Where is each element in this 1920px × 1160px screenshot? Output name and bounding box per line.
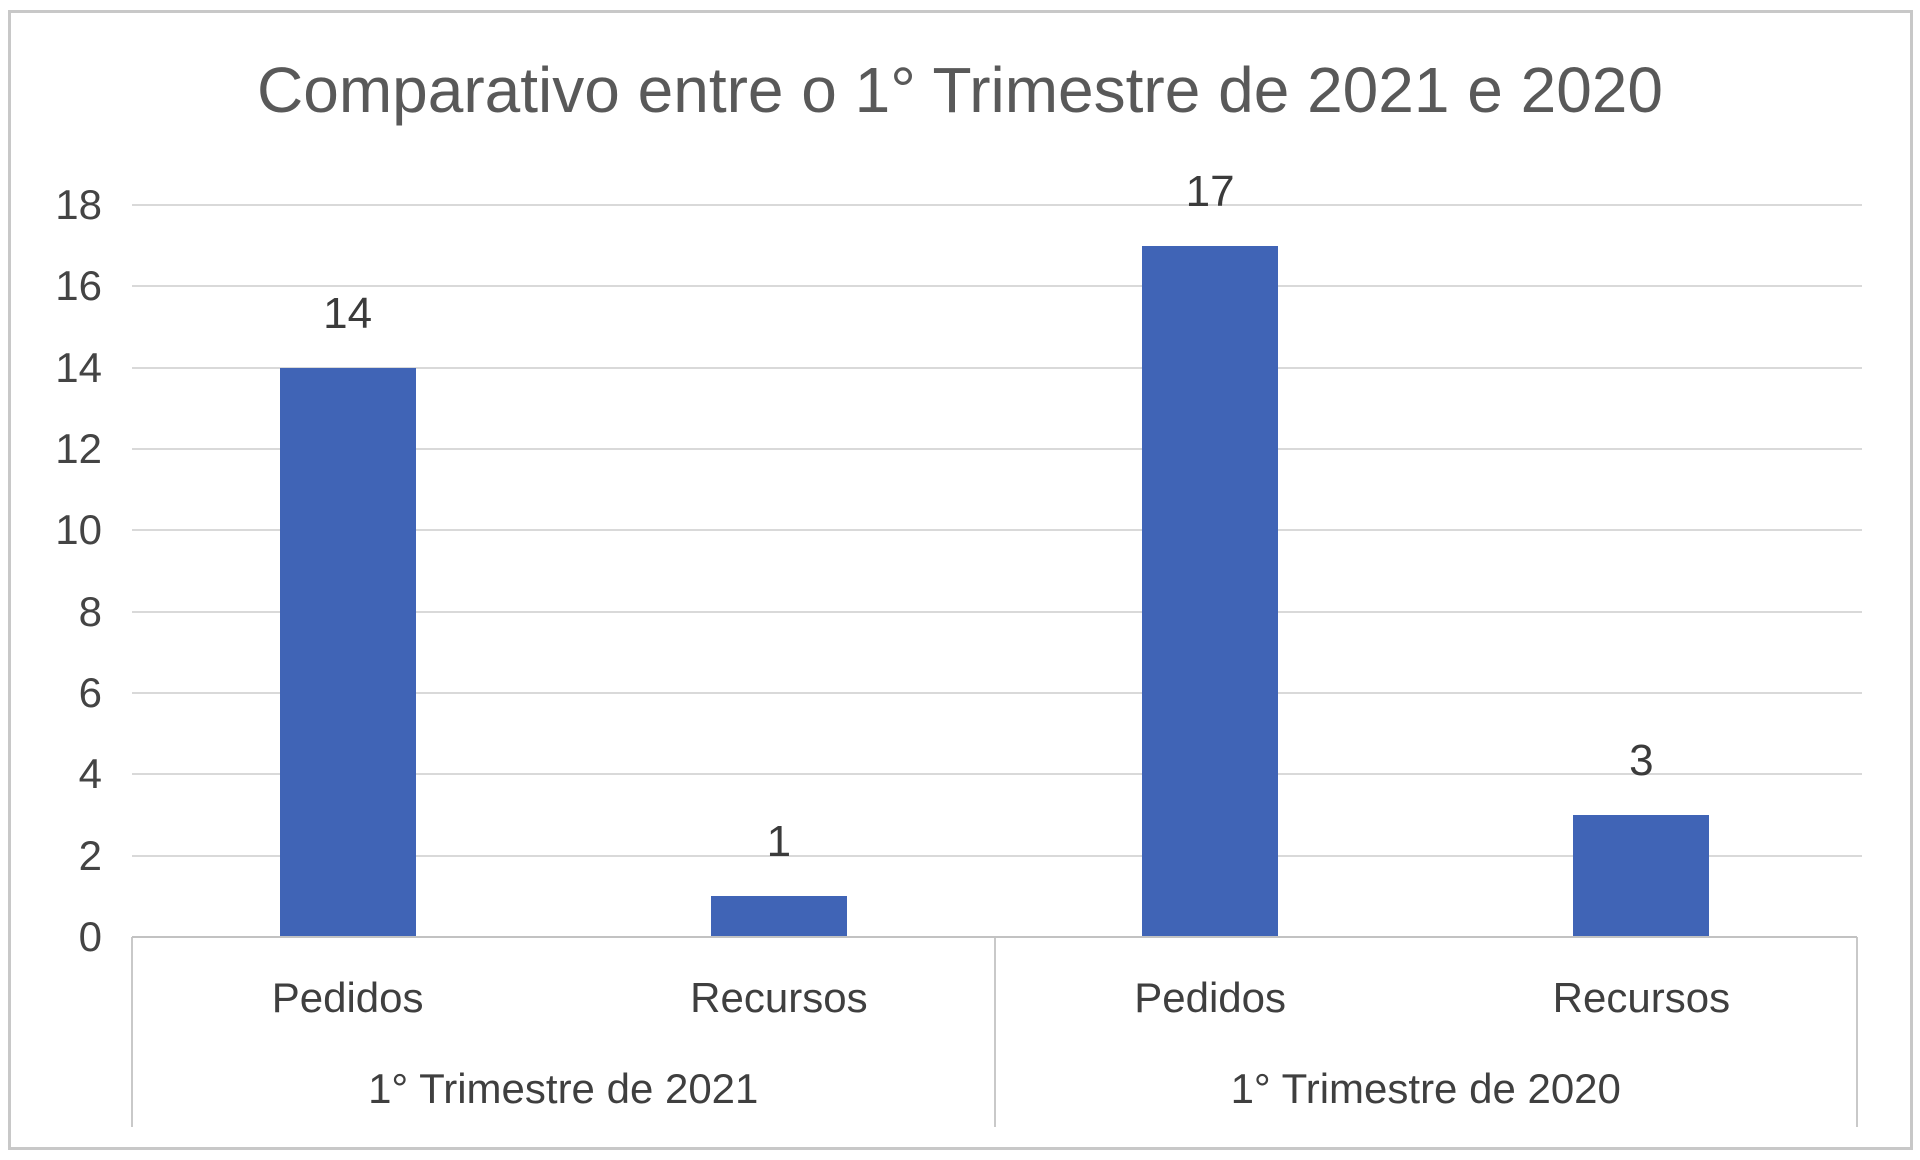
chart-title: Comparativo entre o 1° Trimestre de 2021… [257,54,1663,126]
y-gridline [132,204,1862,206]
x-axis-line [132,936,1857,938]
y-axis-tick-label: 16 [55,262,102,310]
group-label: 1° Trimestre de 2021 [368,1065,759,1112]
y-gridline [132,610,1862,613]
category-label: Pedidos [271,974,424,1021]
bar-value-label: 17 [1185,166,1235,216]
y-axis-tick-label: 4 [78,750,102,798]
y-gridline [132,285,1862,288]
group-label: 1° Trimestre de 2020 [1230,1065,1621,1112]
category-label: Pedidos [1134,974,1287,1021]
y-axis-tick-label: 6 [78,669,102,716]
bar [1573,815,1710,937]
category-label: Recursos [1552,974,1731,1021]
bar [279,367,416,937]
y-gridline [132,366,1862,369]
category-axis-divider [131,937,133,1127]
y-axis-tick-label: 2 [78,831,102,879]
bar [710,896,847,937]
y-axis-tick-label: 10 [55,506,102,554]
bar-value-label: 14 [323,288,373,338]
y-gridline [132,529,1862,532]
y-gridline [132,854,1862,857]
y-gridline [132,773,1862,776]
bar-value-label: 1 [766,817,792,867]
category-label: Recursos [690,974,868,1021]
category-axis-divider [1856,937,1858,1127]
category-axis-divider [993,937,996,1127]
y-axis-tick-label: 18 [55,181,102,228]
y-axis-tick-label: 14 [55,343,102,391]
bar-value-label: 3 [1629,736,1654,785]
y-axis-tick-label: 8 [78,587,102,635]
y-gridline [132,692,1862,694]
bar [1142,245,1279,937]
y-axis-tick-label: 12 [55,425,102,472]
y-axis-tick-label: 0 [78,913,102,960]
y-gridline [132,448,1862,450]
